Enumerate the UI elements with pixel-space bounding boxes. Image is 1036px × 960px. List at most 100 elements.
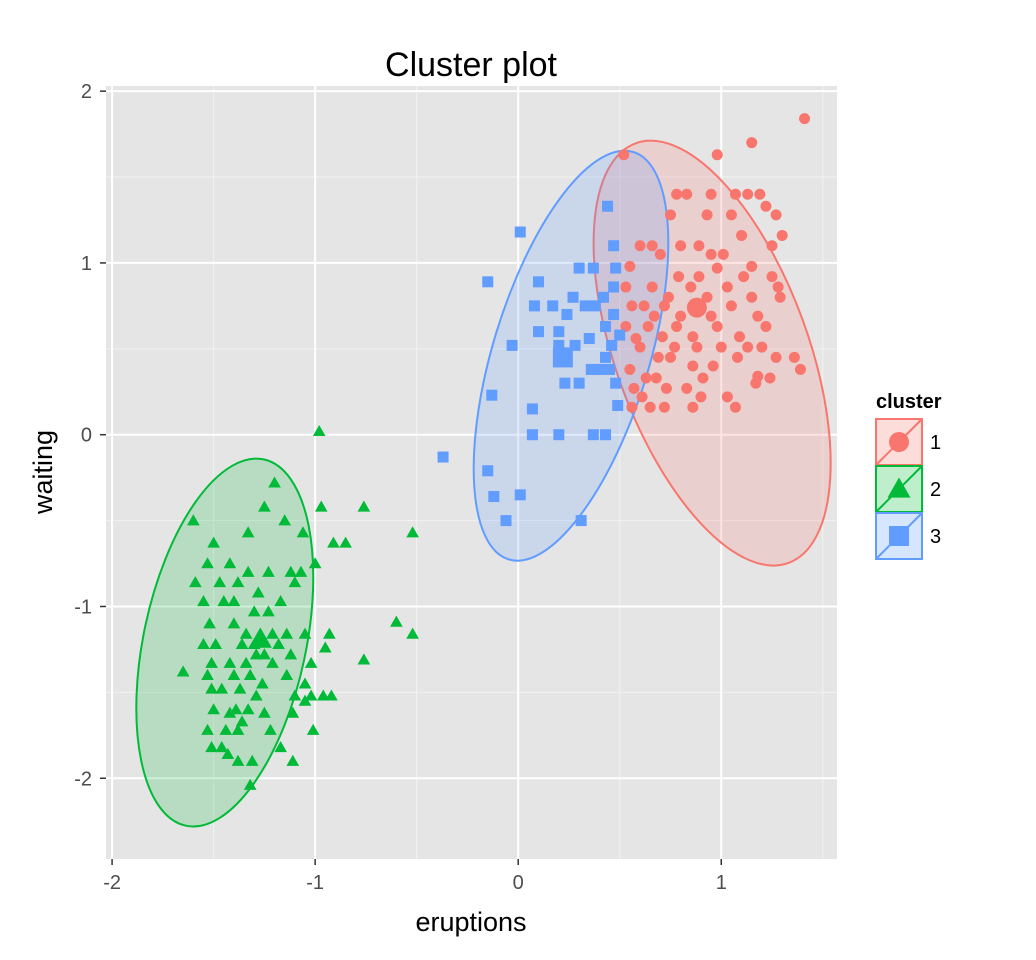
cluster-1-point [760, 320, 772, 332]
cluster-1-point [776, 229, 788, 241]
cluster-2-point [227, 595, 241, 607]
cluster-1-point [742, 341, 754, 353]
cluster-2-point [203, 617, 216, 629]
legend-label: 3 [930, 526, 941, 548]
cluster-3-center [552, 347, 573, 368]
legend-label: 2 [930, 479, 941, 501]
cluster-2-point [288, 689, 302, 701]
cluster-2-point [278, 514, 292, 526]
cluster-3-point [553, 429, 565, 441]
cluster-2-point [280, 668, 294, 680]
cluster-2-point [233, 682, 247, 694]
y-tick-label: 1 [81, 253, 92, 275]
cluster-1-point [618, 149, 630, 161]
cluster-2-point [249, 689, 263, 701]
legend-key-circle-icon [889, 432, 909, 452]
cluster-3-point [437, 451, 449, 463]
legend-entry-2: 2 [875, 465, 941, 513]
cluster-2-point [406, 627, 419, 639]
cluster-1-point [675, 310, 687, 322]
cluster-3-point [610, 377, 622, 389]
cluster-2-point [264, 723, 277, 735]
cluster-2-point [231, 723, 245, 735]
cluster-3-point [569, 339, 581, 351]
cluster-2-point [245, 754, 259, 766]
cluster-1-point [738, 271, 750, 283]
cluster-1-point [772, 281, 784, 293]
cluster-1-point [794, 363, 806, 375]
cluster-3-point [514, 489, 526, 501]
cluster-2-point [325, 689, 338, 701]
cluster-1-point [693, 271, 705, 283]
cluster-2-point [176, 665, 190, 677]
cluster-3-point [561, 308, 573, 320]
cluster-3-point [600, 351, 612, 363]
cluster-2-point [197, 637, 210, 650]
cluster-2-point [274, 595, 287, 607]
cluster-1-point [701, 209, 713, 221]
cluster-2-point [217, 595, 231, 607]
cluster-1-point [770, 209, 782, 221]
cluster-3-point [575, 515, 587, 527]
cluster-2-point [274, 741, 287, 753]
legend-title: cluster [876, 391, 942, 413]
cluster-2-point [284, 565, 298, 577]
cluster-1-point [687, 360, 699, 372]
cluster-1-point [697, 372, 709, 384]
cluster-3-point [528, 300, 540, 312]
cluster-1-point [620, 281, 632, 293]
cluster-1-point [669, 341, 681, 353]
cluster-3-point [593, 363, 605, 375]
cluster-3-point [533, 326, 545, 338]
cluster-2-point [227, 617, 241, 629]
cluster-1-point [715, 341, 727, 353]
cluster-2-point [272, 637, 285, 650]
cluster-3-point [488, 491, 500, 503]
cluster-1-point [711, 262, 723, 274]
cluster-1-point [664, 209, 676, 221]
cluster-1-point [766, 240, 778, 252]
y-tick-label: 0 [81, 425, 92, 447]
cluster-1-point [725, 209, 737, 221]
cluster-1-point [760, 200, 772, 212]
cluster-1-point [642, 320, 654, 332]
cluster-2-point [286, 706, 300, 718]
cluster-1-point [705, 310, 717, 322]
cluster-1-point [725, 300, 737, 312]
x-tick-label: -2 [103, 872, 121, 894]
cluster-2-point [258, 648, 271, 660]
legend-entry-3: 3 [875, 512, 941, 560]
cluster-3-point [547, 300, 559, 312]
cluster-2-point [205, 656, 218, 668]
cluster-1-point [654, 248, 666, 260]
cluster-2-point [280, 627, 294, 639]
x-tick-label: -1 [306, 872, 324, 894]
cluster-centers [248, 297, 707, 648]
cluster-3-point [526, 429, 538, 441]
cluster-3-point [486, 389, 498, 401]
x-axis: -2 -1 0 1 [103, 859, 727, 894]
cluster-1-point [729, 188, 741, 200]
cluster-2-point [390, 615, 403, 627]
cluster-1-point [646, 281, 658, 293]
cluster-3-point [602, 200, 614, 212]
cluster-2-point [298, 677, 312, 689]
cluster-2-point [239, 627, 253, 639]
cluster-2-point [268, 476, 281, 488]
grid-minor [106, 86, 837, 859]
cluster-2-point [241, 526, 255, 538]
cluster-3-point [533, 276, 545, 288]
chart-title: Cluster plot [385, 46, 558, 84]
cluster-2-point [189, 576, 202, 588]
cluster-2-point [284, 648, 298, 660]
cluster-1-point [799, 113, 811, 125]
cluster-2-point [406, 526, 419, 538]
cluster-1-point [640, 372, 652, 384]
cluster-3-point [567, 291, 579, 303]
cluster-3-point [553, 326, 565, 338]
cluster-2-point [316, 689, 330, 701]
cluster-2-point [213, 576, 227, 588]
cluster-3-point [589, 300, 601, 312]
cluster-2-point [258, 706, 271, 718]
cluster-3-point [606, 339, 618, 351]
